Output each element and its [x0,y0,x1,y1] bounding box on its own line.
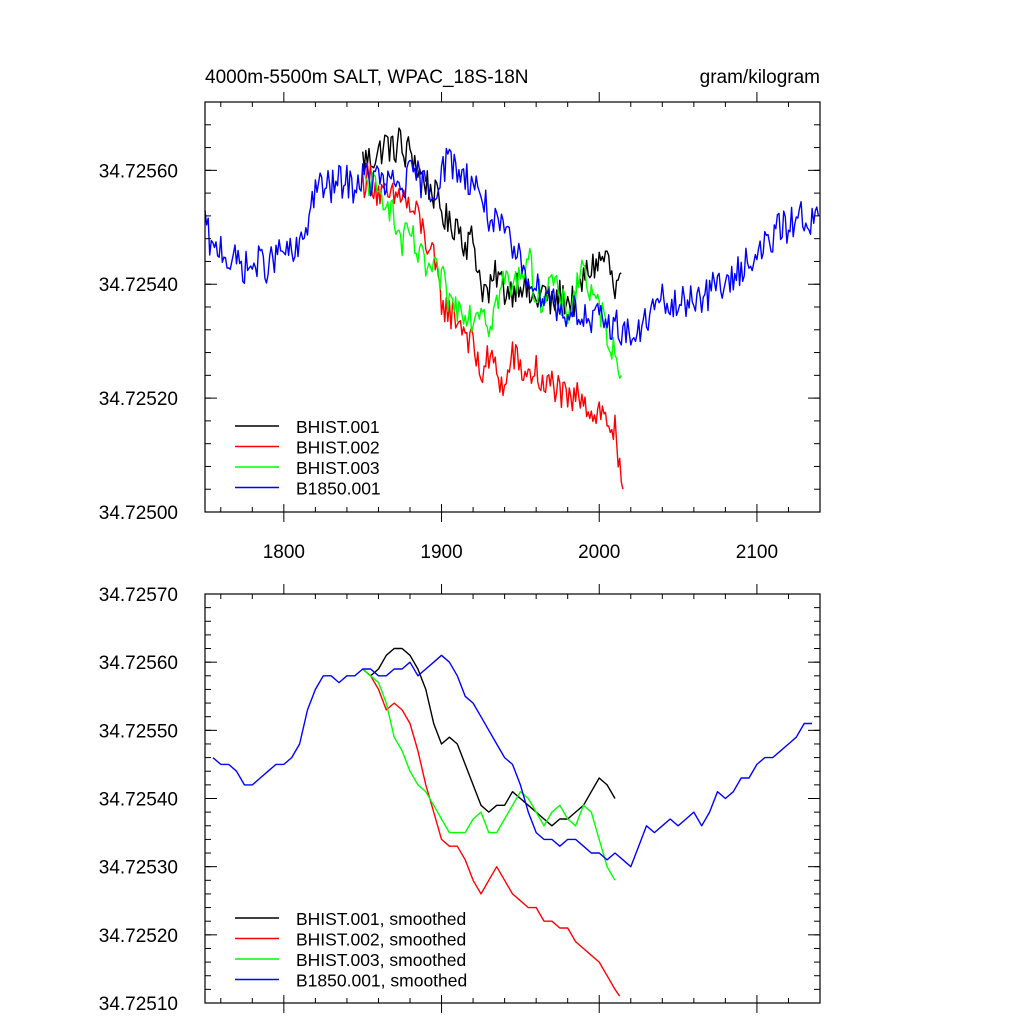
y-tick-label: 34.72510 [99,994,178,1015]
legend-label: BHIST.003, smoothed [296,950,466,970]
series-line-b1850-001 [204,147,820,346]
y-tick-label: 34.72570 [99,585,178,606]
chart-title: 4000m-5500m SALT, WPAC_18S-18N [205,67,529,88]
series-layer [212,647,813,997]
y-tick-label: 34.72520 [99,926,178,947]
x-tick-label: 1900 [420,542,462,563]
series-line-bhist-003 [362,170,622,379]
series-line-bhist-002 [362,668,621,997]
y-tick-label: 34.72540 [99,275,178,296]
legend-label: BHIST.003 [296,458,380,478]
x-tick-label: 2100 [736,542,778,563]
series-line-b1850-001 [212,654,813,868]
y-tick-label: 34.72530 [99,858,178,879]
series-layer [204,127,820,490]
legend-label: B1850.001, smoothed [296,971,467,991]
plot-frame [204,101,821,513]
y-tick-label: 34.72540 [99,790,178,811]
legend-label: BHIST.001, smoothed [296,909,466,929]
legend-label: BHIST.002, smoothed [296,930,466,950]
y-tick-label: 34.72500 [99,503,178,524]
ticks-layer: 1800 1900 2000 2100 34.72500 34.72520 34.72540… [99,92,821,563]
y-tick-label: 34.72560 [99,161,178,182]
y-tick-label: 34.72520 [99,389,178,410]
series-line-bhist-001 [362,647,616,827]
legend-label: BHIST.001 [296,417,380,437]
ticks-layer: 34.72510 34.72520 34.72530 34.72540 34.72550… [99,584,821,1015]
x-tick-label: 2000 [578,542,620,563]
chart-panel-smoothed: 34.72510 34.72520 34.72530 34.72540 34.72550… [99,584,821,1015]
chart-units: gram/kilogram [700,67,820,88]
x-tick-label: 1800 [263,542,305,563]
legend-label: BHIST.002 [296,438,380,458]
y-tick-label: 34.72550 [99,721,178,742]
series-line-bhist-002 [362,162,624,490]
plot-frame [204,593,821,1004]
chart-panel-raw: 4000m-5500m SALT, WPAC_18S-18N gram/kilo… [99,67,821,563]
legend-label: B1850.001 [296,479,381,499]
y-tick-label: 34.72560 [99,653,178,674]
series-line-bhist-003 [362,668,616,881]
